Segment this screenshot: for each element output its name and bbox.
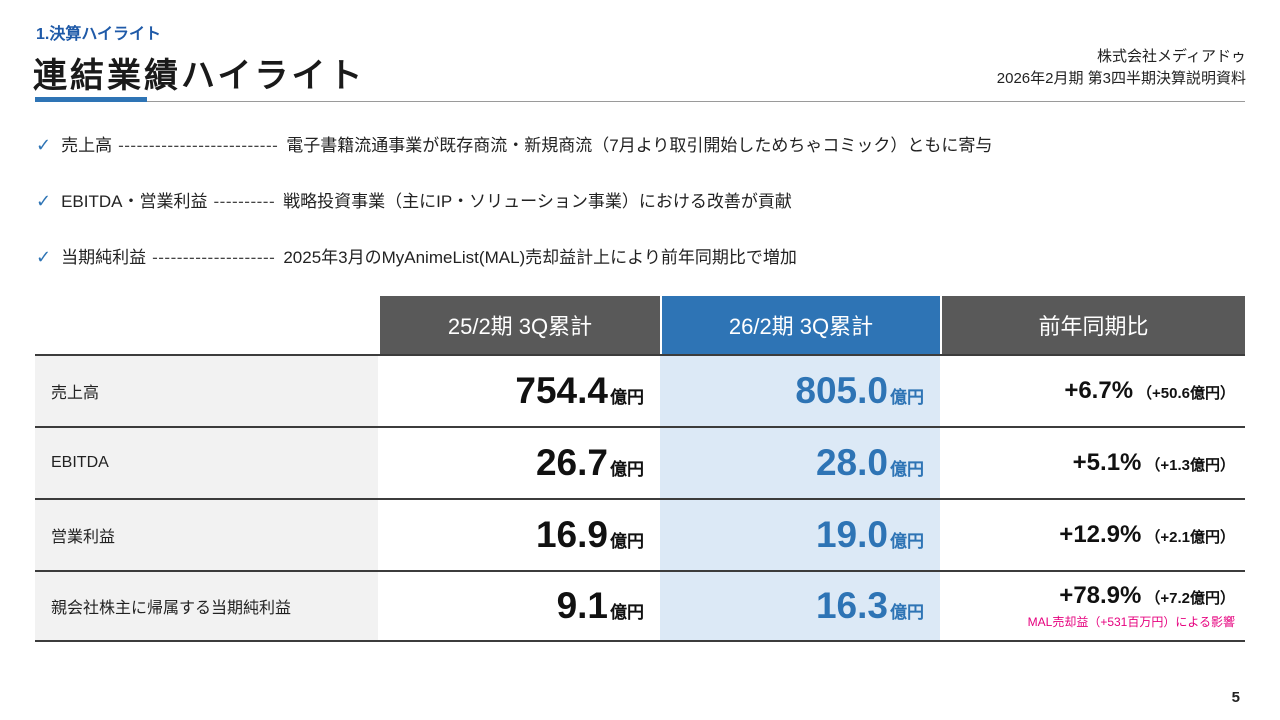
current-value: 28.0 xyxy=(815,442,888,483)
prev-value: 9.1 xyxy=(556,585,608,626)
value-unit: 億円 xyxy=(890,532,924,551)
bullet-label: 当期純利益 xyxy=(61,248,147,267)
yoy-percent: +6.7% xyxy=(1064,377,1134,404)
current-value-cell: 16.3 億円 xyxy=(660,572,940,640)
row-label: EBITDA xyxy=(35,428,378,498)
prev-value-cell: 26.7 億円 xyxy=(378,428,660,498)
column-header-prev-period: 25/2期 3Q累計 xyxy=(378,296,660,354)
value-unit: 億円 xyxy=(890,603,924,622)
prev-value-cell: 9.1 億円 xyxy=(378,572,660,640)
company-name: 株式会社メディアドゥ xyxy=(1097,48,1246,65)
current-value: 19.0 xyxy=(815,514,888,555)
check-icon: ✓ xyxy=(36,191,52,211)
yoy-cell: +78.9% （+7.2億円） MAL売却益（+531百万円）による影響 xyxy=(940,572,1245,640)
deck-subtitle: 2026年2月期 第3四半期決算説明資料 xyxy=(996,69,1246,87)
value-unit: 億円 xyxy=(610,460,644,479)
value-unit: 億円 xyxy=(610,388,644,407)
bullet-text: 2025年3月のMyAnimeList(MAL)売却益計上により前年同期比で増加 xyxy=(283,248,797,267)
prev-value: 754.4 xyxy=(515,370,608,411)
row-label: 売上高 xyxy=(35,356,378,426)
kpi-table: 25/2期 3Q累計 26/2期 3Q累計 前年同期比 売上高 754.4 億円 … xyxy=(35,296,1245,642)
bullet-text: 電子書籍流通事業が既存商流・新規商流（7月より取引開始しためちゃコミック）ともに… xyxy=(286,136,993,155)
value-unit: 億円 xyxy=(610,532,644,551)
page-title: 連結業績ハイライト xyxy=(33,57,366,95)
prev-value-cell: 754.4 億円 xyxy=(378,356,660,426)
row-label: 営業利益 xyxy=(35,500,378,570)
yoy-percent: +12.9% xyxy=(1059,521,1142,548)
table-row-net-income: 親会社株主に帰属する当期純利益 9.1 億円 16.3 億円 +78.9% （+7.2… xyxy=(35,570,1245,642)
header-divider-accent xyxy=(35,97,147,102)
current-value-cell: 805.0 億円 xyxy=(660,356,940,426)
bullet-leader-dashes: -------------------- xyxy=(152,248,276,267)
prev-value: 26.7 xyxy=(535,442,608,483)
table-header-row: 25/2期 3Q累計 26/2期 3Q累計 前年同期比 xyxy=(35,296,1245,354)
bullet-net-income: ✓ 当期純利益 -------------------- 2025年3月のMyA… xyxy=(36,243,1246,268)
column-header-current-period: 26/2期 3Q累計 xyxy=(660,296,940,354)
highlight-bullets: ✓ 売上高 -------------------------- 電子書籍流通事… xyxy=(36,131,1246,299)
check-icon: ✓ xyxy=(36,247,52,267)
bullet-text: 戦略投資事業（主にIP・ソリューション事業）における改善が貢献 xyxy=(283,192,792,211)
table-row-ebitda: EBITDA 26.7 億円 28.0 億円 +5.1% （+1.3億円） xyxy=(35,426,1245,498)
bullet-label: 売上高 xyxy=(61,136,113,155)
value-unit: 億円 xyxy=(890,460,924,479)
bullet-ebitda: ✓ EBITDA・営業利益 ---------- 戦略投資事業（主にIP・ソリュ… xyxy=(36,187,1246,212)
bullet-sales: ✓ 売上高 -------------------------- 電子書籍流通事… xyxy=(36,131,1246,156)
yoy-note: MAL売却益（+531百万円）による影響 xyxy=(1027,615,1235,629)
current-value: 16.3 xyxy=(815,585,888,626)
current-value: 805.0 xyxy=(795,370,888,411)
company-block: 株式会社メディアドゥ 2026年2月期 第3四半期決算説明資料 xyxy=(997,46,1246,90)
yoy-absolute: （+50.6億円） xyxy=(1137,385,1235,402)
yoy-absolute: （+1.3億円） xyxy=(1145,457,1235,474)
yoy-absolute: （+2.1億円） xyxy=(1145,529,1235,546)
header-divider xyxy=(35,101,1245,102)
table-row-sales: 売上高 754.4 億円 805.0 億円 +6.7% （+50.6億円） xyxy=(35,354,1245,426)
bullet-label: EBITDA・営業利益 xyxy=(61,192,208,211)
yoy-percent: +78.9% xyxy=(1059,582,1142,609)
page-number: 5 xyxy=(1231,689,1240,706)
yoy-percent: +5.1% xyxy=(1072,449,1142,476)
yoy-absolute: （+7.2億円） xyxy=(1145,590,1235,607)
current-value-cell: 19.0 億円 xyxy=(660,500,940,570)
section-label: 1.決算ハイライト xyxy=(36,26,162,43)
column-header-yoy: 前年同期比 xyxy=(940,296,1245,354)
prev-value: 16.9 xyxy=(535,514,608,555)
yoy-cell: +6.7% （+50.6億円） xyxy=(940,356,1245,426)
bullet-leader-dashes: ---------- xyxy=(213,192,276,211)
table-header-spacer xyxy=(35,296,378,354)
bullet-leader-dashes: -------------------------- xyxy=(118,136,279,155)
row-label: 親会社株主に帰属する当期純利益 xyxy=(35,572,378,640)
prev-value-cell: 16.9 億円 xyxy=(378,500,660,570)
table-row-operating-income: 営業利益 16.9 億円 19.0 億円 +12.9% （+2.1億円） xyxy=(35,498,1245,570)
value-unit: 億円 xyxy=(890,388,924,407)
check-icon: ✓ xyxy=(36,135,52,155)
value-unit: 億円 xyxy=(610,603,644,622)
yoy-cell: +5.1% （+1.3億円） xyxy=(940,428,1245,498)
current-value-cell: 28.0 億円 xyxy=(660,428,940,498)
yoy-cell: +12.9% （+2.1億円） xyxy=(940,500,1245,570)
